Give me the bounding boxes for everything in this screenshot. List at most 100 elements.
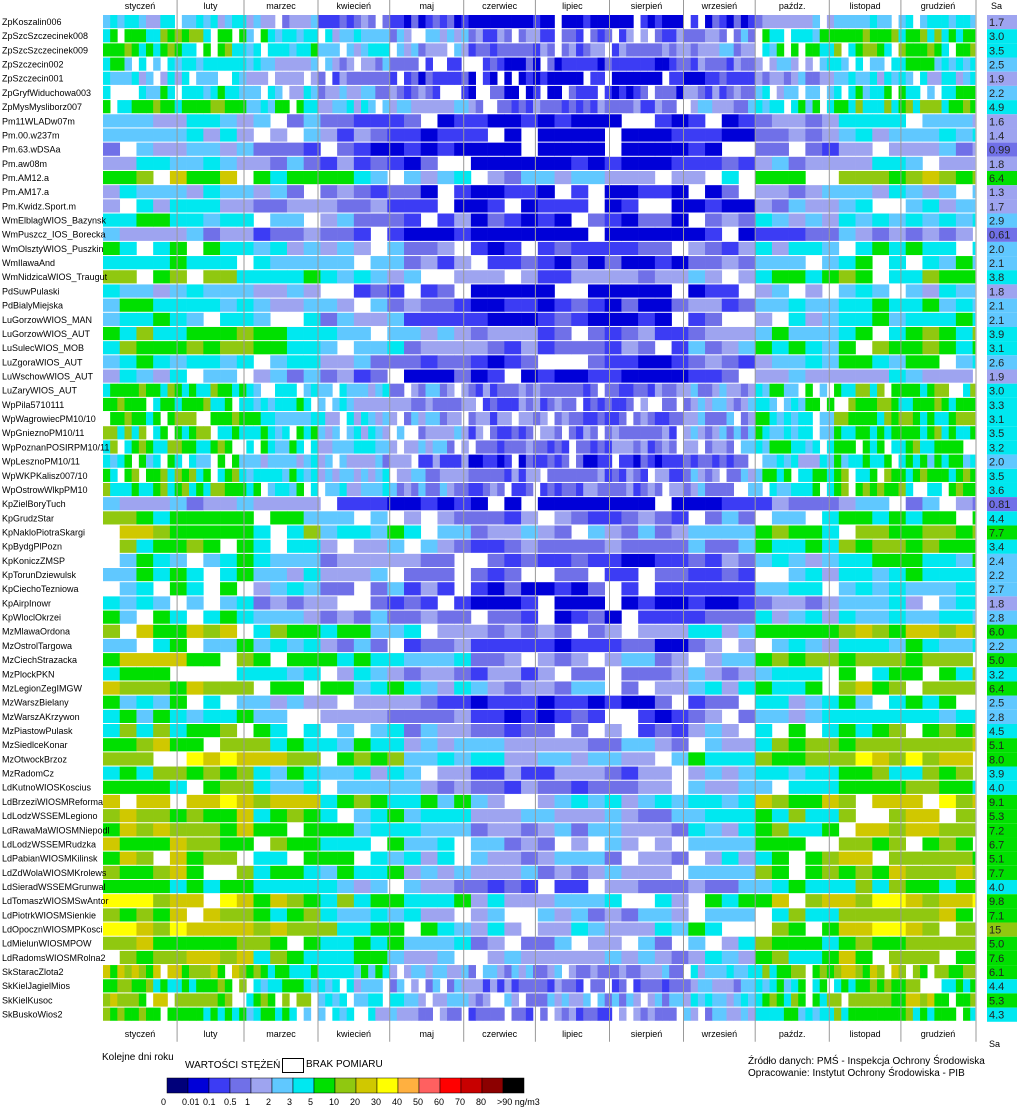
heatmap-cell xyxy=(869,15,878,29)
heatmap-cell xyxy=(425,100,433,114)
heatmap-cell xyxy=(131,426,140,440)
heatmap-cell xyxy=(771,851,789,865)
heatmap-cell xyxy=(303,128,321,142)
heatmap-cell xyxy=(497,412,505,426)
heatmap-cell xyxy=(174,71,183,85)
heatmap-cell xyxy=(454,468,462,482)
heatmap-cell xyxy=(554,412,562,426)
heatmap-cell xyxy=(738,894,756,908)
heatmap-cell xyxy=(604,837,622,851)
heatmap-cell xyxy=(721,553,739,568)
heatmap-cell xyxy=(475,412,484,426)
heatmap-cell xyxy=(282,412,290,426)
heatmap-cell xyxy=(239,965,247,979)
heatmap-cell xyxy=(470,851,488,865)
heatmap-cell xyxy=(972,511,976,525)
heatmap-cell xyxy=(855,752,873,766)
heatmap-cell xyxy=(755,270,773,284)
heatmap-cell xyxy=(138,57,147,71)
heatmap-cell xyxy=(755,468,763,482)
heatmap-cell xyxy=(872,156,890,170)
heatmap-cell xyxy=(972,624,976,638)
heatmap-cell xyxy=(791,454,799,468)
heatmap-cell xyxy=(246,440,254,454)
heatmap-cell xyxy=(504,979,512,993)
heatmap-cell xyxy=(487,312,505,326)
heatmap-cell xyxy=(286,638,304,653)
heatmap-cell xyxy=(705,894,723,908)
heatmap-cell xyxy=(822,610,840,624)
heatmap-cell xyxy=(762,412,770,426)
heatmap-cell xyxy=(169,709,187,723)
heatmap-cell xyxy=(705,369,723,383)
heatmap-cell xyxy=(361,85,369,100)
heatmap-cell xyxy=(788,653,806,667)
heatmap-cell xyxy=(518,440,527,454)
heatmap-cell xyxy=(640,412,648,426)
heatmap-cell xyxy=(705,57,713,71)
heatmap-cell xyxy=(521,681,539,695)
heatmap-cell xyxy=(922,241,940,256)
heatmap-cell xyxy=(872,752,890,766)
heatmap-cell xyxy=(838,766,856,780)
heatmap-cell xyxy=(838,312,856,326)
heatmap-cell xyxy=(420,794,438,809)
heatmap-cell xyxy=(490,71,498,85)
heatmap-cell xyxy=(638,511,656,525)
heatmap-cell xyxy=(310,15,319,29)
heatmap-cell xyxy=(303,256,321,270)
heatmap-cell xyxy=(855,170,873,185)
heatmap-cell xyxy=(203,695,221,709)
heatmap-cell xyxy=(353,71,362,85)
heatmap-cell xyxy=(346,71,355,85)
heatmap-cell xyxy=(705,823,723,837)
heatmap-cell xyxy=(568,979,577,993)
heatmap-cell xyxy=(181,412,190,426)
heatmap-cell xyxy=(547,100,555,114)
heatmap-cell xyxy=(838,624,856,638)
heatmap-cell xyxy=(604,185,622,199)
heatmap-cell xyxy=(303,241,321,256)
heatmap-cell xyxy=(470,525,488,539)
heatmap-cell xyxy=(690,43,699,57)
heatmap-cell xyxy=(203,482,211,497)
heatmap-cell xyxy=(855,610,873,624)
heatmap-cell xyxy=(153,412,161,426)
heatmap-cell xyxy=(805,312,823,326)
heatmap-cell xyxy=(877,965,885,979)
heatmap-cell xyxy=(939,837,957,851)
heatmap-cell xyxy=(905,199,923,213)
heatmap-cell xyxy=(540,965,548,979)
heatmap-cell xyxy=(368,15,376,29)
heatmap-cell xyxy=(169,823,187,837)
heatmap-cell xyxy=(353,936,371,950)
heatmap-cell xyxy=(375,468,383,482)
heatmap-cell xyxy=(370,553,388,568)
heatmap-cell xyxy=(671,653,689,667)
heatmap-cell xyxy=(769,1007,778,1021)
heatmap-cell xyxy=(872,298,890,312)
heatmap-cell xyxy=(619,993,627,1007)
heatmap-cell xyxy=(972,128,976,142)
heatmap-cell xyxy=(186,497,204,511)
heatmap-cell xyxy=(270,724,288,738)
heatmap-cell xyxy=(755,497,773,511)
heatmap-cell xyxy=(912,397,921,412)
heatmap-cell xyxy=(461,383,469,397)
heatmap-cell xyxy=(119,936,137,950)
heatmap-cell xyxy=(153,128,171,142)
heatmap-cell xyxy=(361,440,369,454)
heatmap-cell xyxy=(253,851,271,865)
heatmap-cell xyxy=(136,837,154,851)
heatmap-cell xyxy=(382,454,390,468)
heatmap-cell xyxy=(855,568,873,582)
heatmap-cell xyxy=(153,29,161,43)
sa-cell xyxy=(987,468,1017,483)
heatmap-cell xyxy=(181,397,190,412)
heatmap-cell xyxy=(838,865,856,879)
station-label: ZpMysMysliborz007 xyxy=(2,102,82,112)
heatmap-cell xyxy=(927,71,935,85)
heatmap-cell xyxy=(721,823,739,837)
heatmap-cell xyxy=(370,511,388,525)
heatmap-cell xyxy=(834,71,842,85)
